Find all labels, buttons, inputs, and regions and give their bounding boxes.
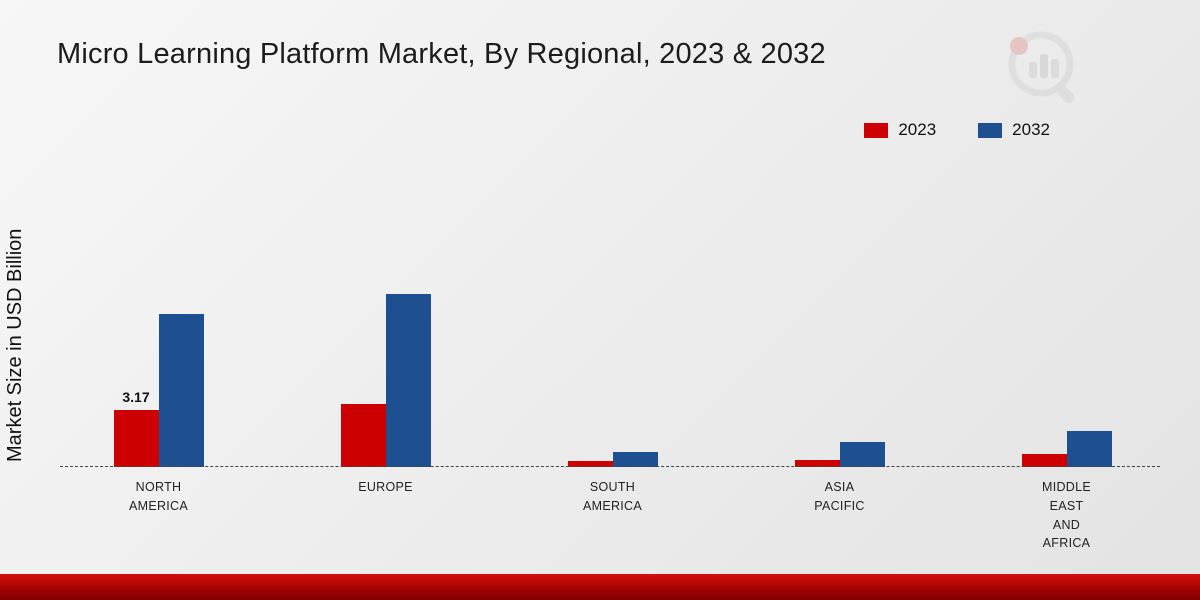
x-axis-label-asia-pacific: ASIA PACIFIC <box>814 480 865 513</box>
bar-value-label-north-america: 3.17 <box>122 388 150 405</box>
bar-2032-europe <box>385 294 431 467</box>
x-axis-label-europe: EUROPE <box>358 480 413 494</box>
bar-2023-europe <box>340 404 386 467</box>
legend-item-2023: 2023 <box>864 120 936 140</box>
bar-2032-south-america <box>612 451 658 467</box>
bar-2032-north-america <box>158 314 204 467</box>
bar-group-asia-pacific: ASIA PACIFIC <box>794 441 885 513</box>
plot-area: 3.17 NORTH AMERICA EUROPE SOUTH AMERICA ASIA PA… <box>45 282 1180 550</box>
bar-2032-middle-east-and-africa <box>1066 431 1112 467</box>
legend-label-2023: 2023 <box>898 120 937 139</box>
chart-title: Micro Learning Platform Market, By Regio… <box>57 38 826 70</box>
bar-2023-south-america <box>567 460 613 467</box>
legend: 2023 2032 <box>864 120 1050 140</box>
bottom-accent-bar <box>0 574 1200 600</box>
bar-group-europe: EUROPE <box>340 294 431 494</box>
brand-watermark-icon <box>1008 31 1075 104</box>
bar-2023-asia-pacific <box>794 459 840 467</box>
bar-2023-north-america <box>113 409 159 467</box>
y-axis-label: Market Size in USD Billion <box>4 228 26 462</box>
x-axis-label-south-america: SOUTH AMERICA <box>582 480 643 513</box>
legend-swatch-2032 <box>978 122 1003 138</box>
bar-group-south-america: SOUTH AMERICA <box>567 451 658 513</box>
x-axis-label-north-america: NORTH AMERICA <box>128 480 189 513</box>
legend-item-2032: 2032 <box>978 120 1050 140</box>
x-axis-baseline <box>60 466 1160 467</box>
bar-group-north-america: 3.17 NORTH AMERICA <box>113 314 204 513</box>
legend-label-2032: 2032 <box>1012 120 1050 139</box>
bar-group-middle-east-and-africa: MIDDLE EAST AND AFRICA <box>1021 431 1112 550</box>
bar-2032-asia-pacific <box>839 441 885 467</box>
x-axis-label-middle-east-and-africa: MIDDLE EAST AND AFRICA <box>1041 480 1092 551</box>
legend-swatch-2023 <box>864 122 889 138</box>
bar-2023-middle-east-and-africa <box>1021 454 1067 467</box>
